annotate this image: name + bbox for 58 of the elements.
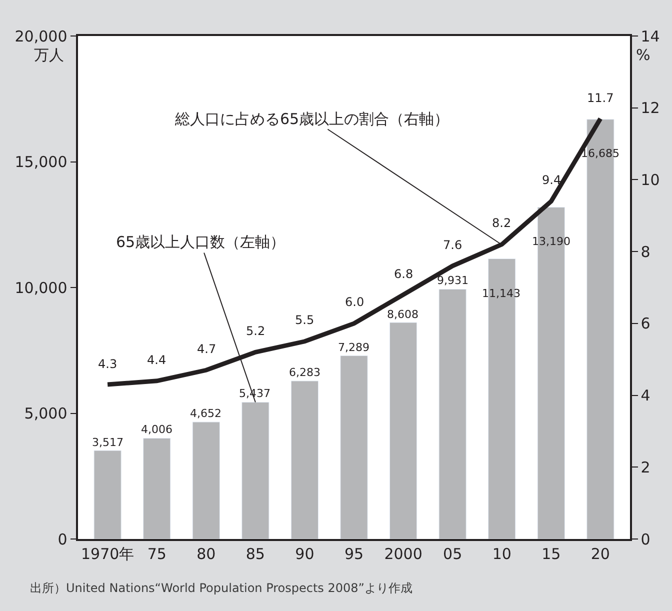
bar (242, 402, 270, 539)
data-label: 7,289 (338, 341, 370, 354)
y2-tick-label: 12 (640, 99, 660, 118)
y2-tick-label: 6 (640, 314, 650, 333)
data-label: 13,190 (532, 235, 570, 248)
data-label: 4,006 (141, 423, 172, 436)
x-tick-label: 05 (443, 544, 462, 563)
y2-tick-label: 10 (640, 170, 660, 189)
y-tick-label: 5,000 (24, 404, 68, 422)
x-tick-label: 2000 (384, 544, 422, 563)
y2-tick-label: 2 (640, 458, 650, 476)
y2-axis-title: % (636, 46, 650, 64)
data-label: 8.2 (492, 216, 512, 230)
bar (340, 355, 368, 539)
x-tick-label: 75 (147, 544, 166, 563)
y2-tick-label: 0 (640, 530, 650, 548)
y-tick-label: 20,000 (14, 27, 68, 46)
bar (192, 422, 220, 539)
x-tick-label: 85 (246, 544, 265, 563)
annotation: 65歳以上人口数（左軸） (116, 233, 286, 251)
bar (290, 380, 319, 539)
y2-tick-label: 14 (640, 27, 660, 46)
data-label: 4.7 (197, 342, 216, 356)
bar (438, 288, 466, 539)
data-label: 3,517 (92, 436, 124, 449)
x-tick-label: 10 (492, 544, 512, 563)
data-label: 7.6 (443, 238, 462, 252)
text: 出所）United Nations“World Population Prospects 2008”より作成 (30, 581, 413, 595)
data-label: 5.2 (246, 324, 266, 338)
x-tick-label: 80 (196, 544, 216, 563)
data-label: 11,143 (482, 287, 520, 300)
data-label: 4,652 (190, 407, 222, 420)
annotation: 総人口に占める65歳以上の割合（右軸） (174, 110, 450, 128)
y2-tick-label: 4 (640, 386, 650, 405)
y-tick-label: 0 (58, 530, 68, 548)
x-tick-label: 15 (542, 544, 561, 563)
data-label: 4.3 (98, 357, 118, 371)
data-label: 5.5 (295, 313, 314, 327)
x-tick-label: 20 (590, 544, 610, 563)
data-label: 6.8 (394, 267, 414, 281)
data-label: 6,283 (289, 366, 320, 379)
y-axis-title: 万人 (34, 46, 64, 64)
data-label: 4.4 (147, 353, 166, 367)
y-tick-label: 10,000 (14, 278, 68, 297)
bar (389, 322, 418, 539)
bar (143, 438, 171, 539)
data-label: 16,685 (581, 147, 620, 160)
x-tick-label: 1970年 (80, 544, 134, 563)
y2-tick-label: 8 (640, 242, 650, 261)
x-tick-label: 95 (344, 544, 364, 563)
data-label: 6.0 (345, 295, 364, 309)
data-label: 11.7 (587, 91, 614, 105)
y-tick-label: 15,000 (14, 153, 68, 171)
data-label: 9.4 (542, 173, 562, 187)
data-label: 8,608 (387, 308, 418, 321)
x-tick-label: 90 (295, 544, 314, 563)
data-label: 9,931 (437, 274, 468, 287)
bar (94, 450, 122, 539)
